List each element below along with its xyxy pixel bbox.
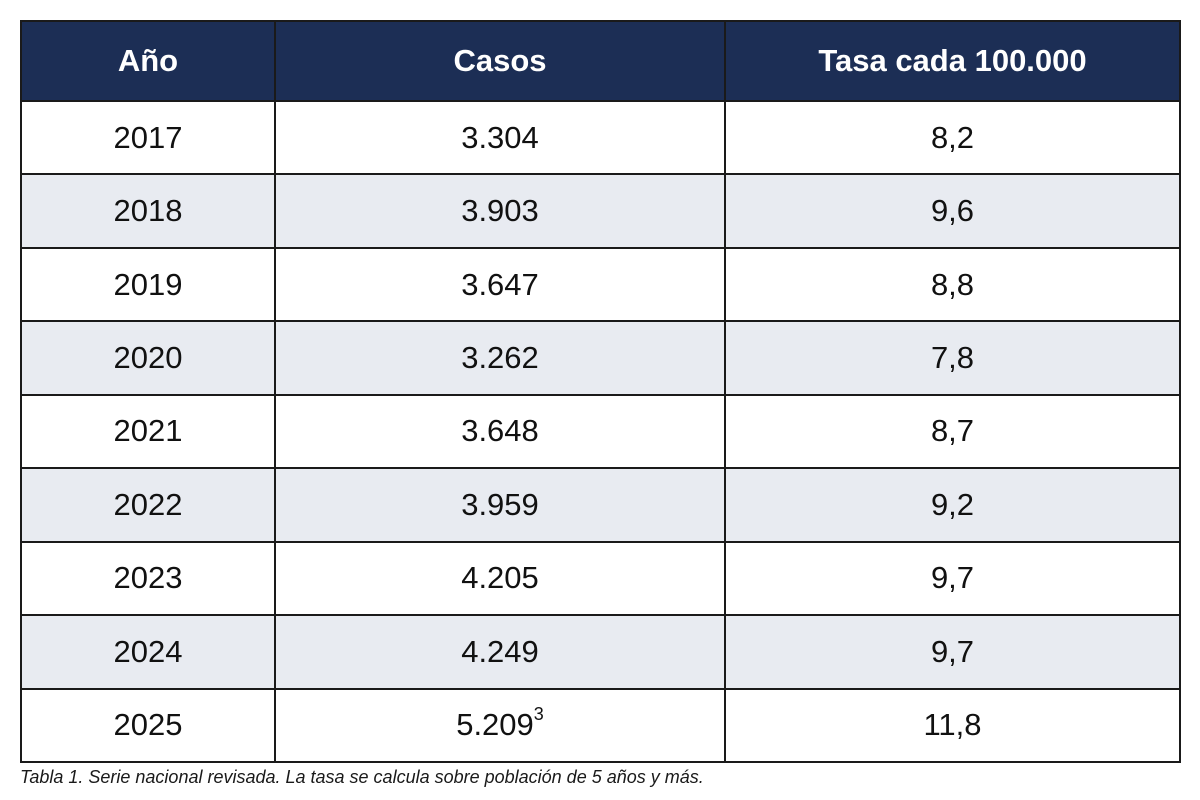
cell-year: 2022	[20, 467, 276, 543]
cell-cases: 3.903	[274, 173, 726, 249]
cell-year: 2017	[20, 99, 276, 176]
cell-rate: 9,2	[724, 467, 1181, 543]
table-row: 2020 3.262 7,8	[20, 320, 1181, 396]
cases-value: 3.648	[461, 413, 539, 449]
cases-value: 3.262	[461, 340, 539, 376]
cell-cases: 3.304	[274, 99, 726, 176]
header-cases: Casos	[274, 20, 726, 102]
cases-value: 4.249	[461, 633, 539, 669]
cell-year: 2021	[20, 393, 276, 470]
footnote-marker: 3	[533, 703, 544, 724]
cell-cases: 4.205	[274, 540, 726, 617]
cell-year: 2020	[20, 320, 276, 396]
cell-year: 2025	[20, 687, 276, 763]
cell-rate: 9,7	[724, 614, 1181, 690]
cell-cases: 3.648	[274, 393, 726, 470]
table-row: 2017 3.304 8,2	[20, 99, 1181, 176]
cell-cases: 4.249	[274, 614, 726, 690]
cases-value: 3.304	[461, 119, 539, 155]
header-rate: Tasa cada 100.000	[724, 20, 1181, 102]
cell-cases: 5.2093	[274, 687, 726, 763]
cases-value: 4.205	[461, 560, 539, 596]
cell-rate: 8,8	[724, 246, 1181, 323]
cell-rate: 9,7	[724, 540, 1181, 617]
cell-cases: 3.647	[274, 246, 726, 323]
cell-year: 2024	[20, 614, 276, 690]
table-body: 2017 3.304 8,2 2018 3.903 9,6 2019 3.647…	[20, 99, 1181, 763]
header-year: Año	[20, 20, 276, 102]
cases-value: 3.903	[461, 193, 539, 229]
cases-value: 3.647	[461, 266, 539, 302]
cell-rate: 8,2	[724, 99, 1181, 176]
cases-value: 3.959	[461, 486, 539, 522]
cell-rate: 7,8	[724, 320, 1181, 396]
table-row: 2025 5.2093 11,8	[20, 687, 1181, 763]
table-caption: Tabla 1. Serie nacional revisada. La tas…	[20, 767, 704, 787]
cases-value: 5.209	[456, 707, 534, 743]
table-row: 2021 3.648 8,7	[20, 393, 1181, 470]
cell-year: 2023	[20, 540, 276, 617]
table-row: 2018 3.903 9,6	[20, 173, 1181, 249]
cell-year: 2018	[20, 173, 276, 249]
cell-rate: 9,6	[724, 173, 1181, 249]
cell-cases: 3.959	[274, 467, 726, 543]
cell-rate: 11,8	[724, 687, 1181, 763]
table-row: 2022 3.959 9,2	[20, 467, 1181, 543]
header-row: Año Casos Tasa cada 100.000	[20, 20, 1181, 102]
cell-year: 2019	[20, 246, 276, 323]
table-row: 2023 4.205 9,7	[20, 540, 1181, 617]
cases-table: Año Casos Tasa cada 100.000 2017 3.304 8…	[20, 20, 1181, 763]
cell-cases: 3.262	[274, 320, 726, 396]
table-row: 2024 4.249 9,7	[20, 614, 1181, 690]
data-table-container: Año Casos Tasa cada 100.000 2017 3.304 8…	[20, 20, 1181, 763]
table-row: 2019 3.647 8,8	[20, 246, 1181, 323]
cell-rate: 8,7	[724, 393, 1181, 470]
table-header: Año Casos Tasa cada 100.000	[20, 20, 1181, 102]
